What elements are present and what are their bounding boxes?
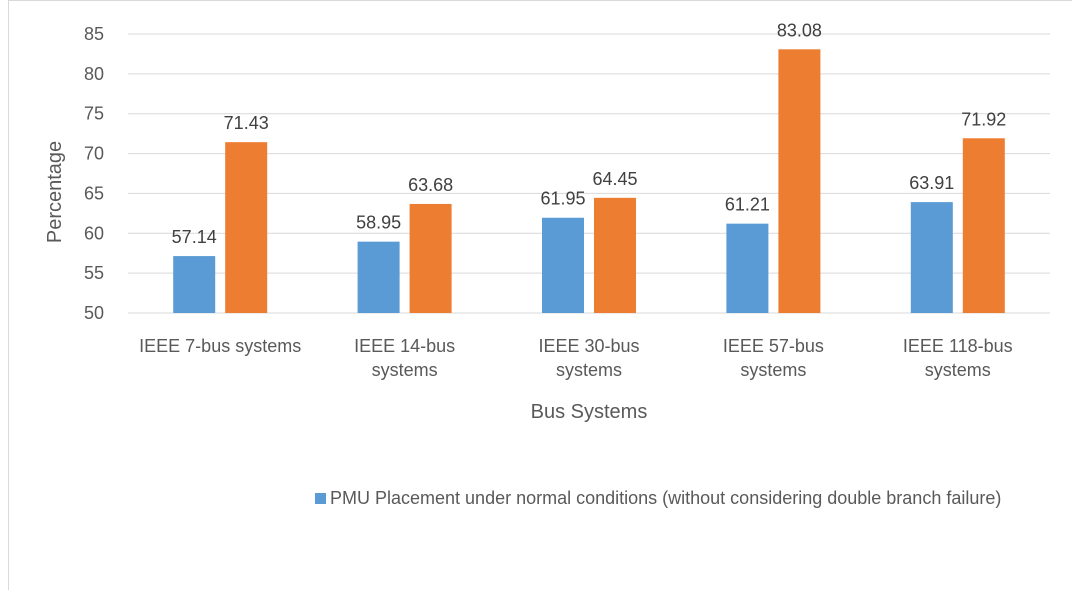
bar-series-2 xyxy=(962,138,1005,313)
bar-series-1 xyxy=(357,241,400,313)
y-tick-label: 80 xyxy=(84,64,104,84)
category-label: IEEE 118-bus xyxy=(903,336,1013,356)
data-label: 83.08 xyxy=(777,20,822,40)
y-tick-label: 85 xyxy=(84,24,104,44)
bar-series-2 xyxy=(778,49,821,313)
data-label: 57.14 xyxy=(172,227,217,247)
data-label: 61.95 xyxy=(540,189,585,209)
data-label: 61.21 xyxy=(725,195,770,215)
category-label: IEEE 14-bus xyxy=(354,336,455,356)
bar-series-1 xyxy=(173,256,216,313)
legend-label: PMU Placement under normal conditions (w… xyxy=(330,488,1002,508)
category-labels: IEEE 7-bus systems IEEE 14-bus systems IEEE… xyxy=(139,336,1012,380)
y-tick-label: 60 xyxy=(84,223,104,243)
category-label: systems xyxy=(740,360,806,380)
data-labels: 57.14 71.43 58.95 63.68 61.95 64.45 61.21 83.08… xyxy=(172,20,1007,247)
data-label: 71.92 xyxy=(961,109,1006,129)
data-label: 71.43 xyxy=(224,113,269,133)
gridlines xyxy=(128,33,1050,314)
data-label: 64.45 xyxy=(592,169,637,189)
bar-series-1 xyxy=(542,217,584,313)
chart-frame xyxy=(8,0,1072,590)
data-label: 63.68 xyxy=(408,175,453,195)
bar-series-2 xyxy=(225,142,268,313)
bar-series-1 xyxy=(726,223,769,313)
data-label: 58.95 xyxy=(356,213,401,233)
legend-swatch xyxy=(315,493,326,504)
legend: PMU Placement under normal conditions (w… xyxy=(315,488,1001,509)
y-tick-label: 55 xyxy=(84,263,104,283)
y-tick-label: 70 xyxy=(84,144,104,164)
y-axis-title: Percentage xyxy=(44,141,66,243)
category-label: IEEE 57-bus xyxy=(723,336,824,356)
bar-series-1 xyxy=(910,202,953,313)
x-axis-title: Bus Systems xyxy=(531,401,648,423)
bar-series-2 xyxy=(409,203,452,313)
y-tick-label: 50 xyxy=(84,303,104,323)
category-label: IEEE 30-bus xyxy=(538,336,639,356)
category-label: systems xyxy=(556,360,622,380)
bars xyxy=(173,49,1005,313)
y-tick-label: 65 xyxy=(84,183,104,203)
y-tick-labels: 50 55 60 65 70 75 80 85 xyxy=(84,24,104,323)
data-label: 63.91 xyxy=(909,173,954,193)
category-label: systems xyxy=(372,360,438,380)
category-label: systems xyxy=(925,360,991,380)
y-tick-label: 75 xyxy=(84,104,104,124)
category-label: IEEE 7-bus systems xyxy=(139,336,301,356)
bar-series-2 xyxy=(594,197,636,313)
